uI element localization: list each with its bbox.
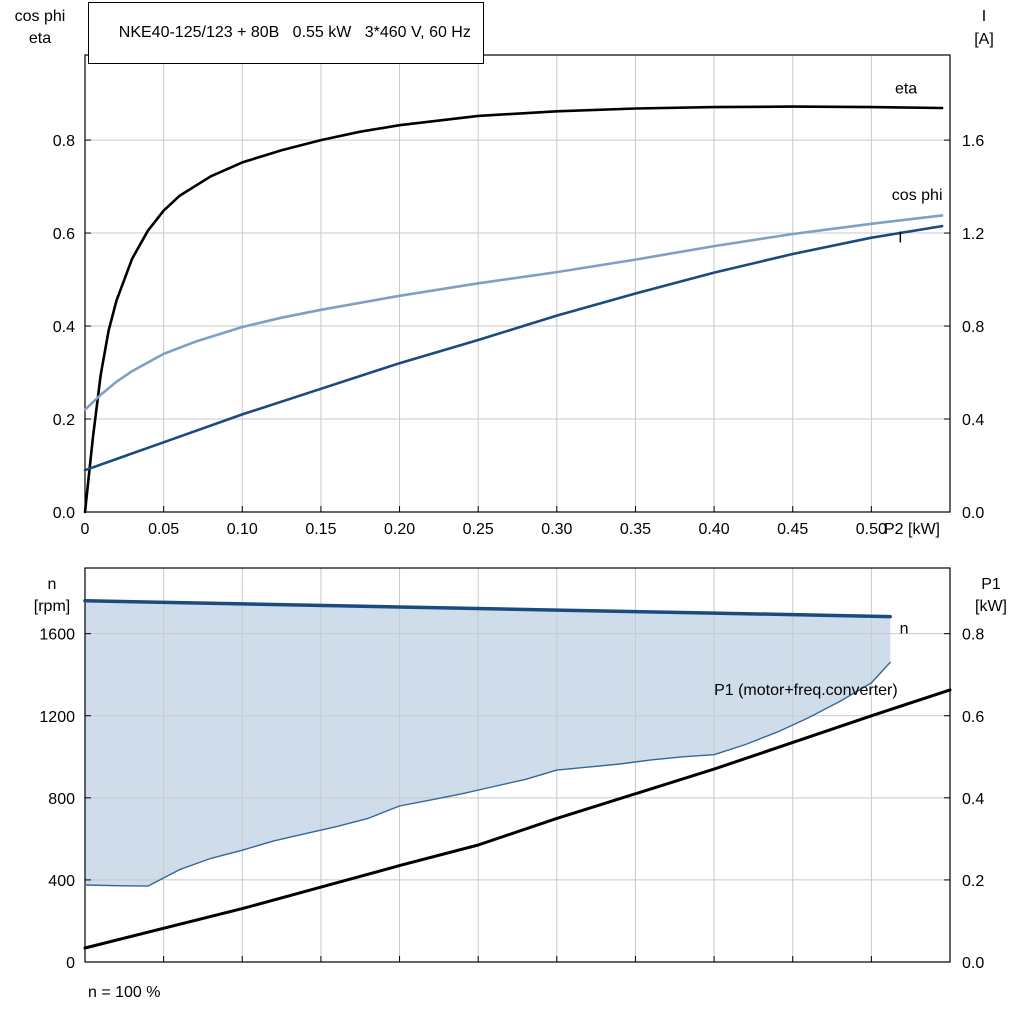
y-right-tick-label: 0.4 [962,412,984,429]
y-right-tick-label: 0.6 [962,709,984,726]
x-tick-label: 0.10 [227,521,258,538]
x-axis-label: P2 [kW] [884,521,940,538]
y-right-tick-label: 1.6 [962,133,984,150]
plot-border [84,54,951,513]
y-right-tick-label: 0.2 [962,873,984,890]
y-left-axis-title: n [48,576,57,593]
cos-phi-curve [83,214,944,411]
y-left-tick-label: 0.2 [53,412,75,429]
y-right-tick-label: 1.2 [962,226,984,243]
speed-percentage-note: n = 100 % [88,984,161,1001]
speed-power-chart: 0 400 800 1200 1600 0.0 0.2 0.4 0.6 0.8 n [rpm] P1 [k… [34,567,1007,972]
y-left-tick-label: 0.0 [53,505,75,522]
n-curve [83,599,892,619]
y-left-axis-title: [rpm] [34,598,70,615]
chart-title-box: NKE40-125/123 + 80B 0.55 kW 3*460 V, 60 … [88,2,484,64]
x-tick-label: 0.30 [541,521,572,538]
y-left-tick-label: 1200 [39,709,75,726]
y-left-tick-label: 1600 [39,627,75,644]
x-tick-label: 0 [81,521,90,538]
y-right-tick-label: 0.4 [962,791,984,808]
current-curve [83,224,944,472]
y-right-tick-label: 0.0 [962,505,984,522]
chart-title: NKE40-125/123 + 80B 0.55 kW 3*460 V, 60 … [118,24,471,41]
p2-performance-chart: 0 0.05 0.10 0.15 0.20 0.25 0.30 0.35 0.40 0.45 0.5… [15,8,994,538]
x-tick-label: 0.15 [305,521,336,538]
n-curve-label: n [900,621,909,638]
x-tick-label: 0.25 [463,521,494,538]
cos-phi-curve-label: cos phi [892,187,943,204]
y-left-tick-label: 0.6 [53,226,75,243]
y-right-axis-title: [A] [974,31,994,48]
x-tick-label: 0.35 [620,521,651,538]
eta-curve [83,105,944,514]
x-tick-label: 0.50 [856,521,887,538]
y-left-tick-label: 400 [48,873,75,890]
y-right-axis-title: [kW] [975,598,1007,615]
y-left-tick-label: 0 [66,955,75,972]
current-curve-label: I [898,229,902,246]
eta-curve-label: eta [895,81,917,98]
x-tick-label: 0.20 [384,521,415,538]
y-right-axis-title: P1 [981,576,1001,593]
P1-curve-label: P1 (motor+freq.converter) [714,682,898,699]
x-tick-label: 0.40 [699,521,730,538]
P1-curve [83,688,952,950]
y-right-axis-title: I [982,8,986,25]
speed-range-fill [85,600,891,887]
y-right-tick-label: 0.0 [962,955,984,972]
plot-border [84,567,951,963]
n-min-curve [84,661,891,887]
y-left-tick-label: 0.8 [53,133,75,150]
y-left-axis-title: eta [29,30,51,47]
y-left-axis-title: cos phi [15,8,66,25]
y-left-tick-label: 800 [48,791,75,808]
x-tick-label: 0.05 [148,521,179,538]
y-left-tick-label: 0.4 [53,319,75,336]
y-right-tick-label: 0.8 [962,627,984,644]
x-tick-label: 0.45 [777,521,808,538]
y-right-tick-label: 0.8 [962,319,984,336]
